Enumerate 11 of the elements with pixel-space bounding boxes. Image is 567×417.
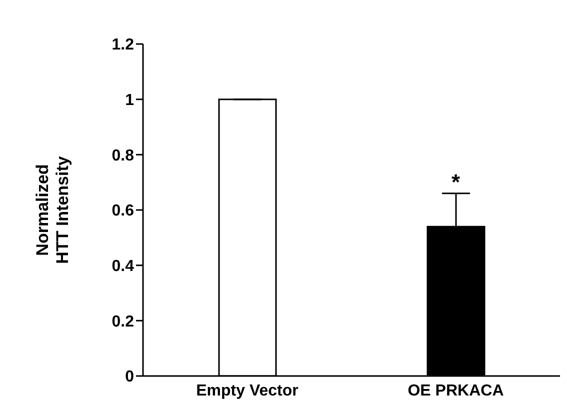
y-tick-label: 1.2 [112, 36, 134, 54]
x-tick-label: OE PRKACA [408, 382, 504, 400]
y-tick-label: 1 [125, 92, 134, 110]
y-tick-label: 0.6 [112, 202, 134, 220]
y-tick-label: 0.8 [112, 147, 134, 164]
y-tick-label: 0.2 [112, 313, 134, 330]
y-tick-label: 0 [125, 368, 134, 386]
y-tick-label: 0.4 [112, 258, 134, 276]
x-tick-label: Empty Vector [196, 382, 298, 400]
y-axis-title: Normalized HTT Intensity [33, 156, 72, 264]
annotation: * [451, 169, 460, 194]
